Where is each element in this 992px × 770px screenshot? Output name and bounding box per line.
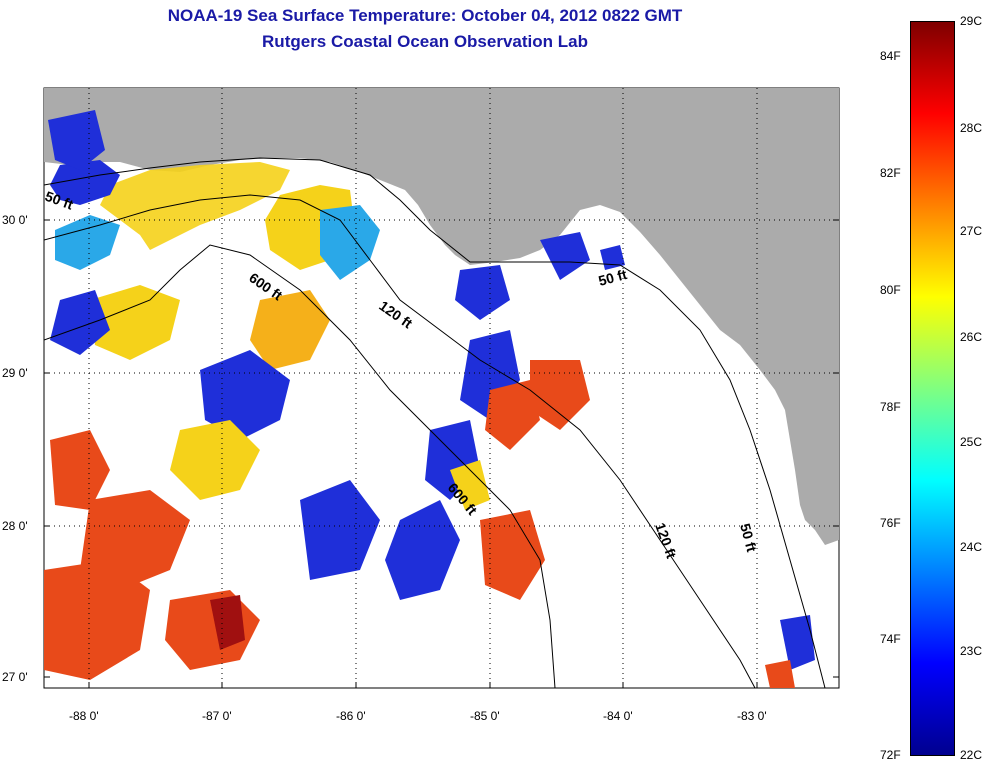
colorbar-c-label: 24C (960, 540, 983, 554)
lon-label: -83 0' (737, 709, 767, 723)
contour-line-120ft (44, 194, 756, 688)
map-subtitle: Rutgers Coastal Ocean Observation Lab (262, 32, 588, 51)
colorbar-f-label: 80F (880, 283, 901, 297)
contour-label: 50 ft (737, 522, 760, 554)
colorbar-f-label: 78F (880, 400, 901, 414)
colorbar-c-label: 25C (960, 435, 983, 449)
lat-label: 29 0' (2, 366, 28, 380)
colorbar-c-label: 28C (960, 121, 983, 135)
colorbar-c-label: 29C (960, 14, 983, 28)
colorbar-f-label: 74F (880, 632, 901, 646)
sst-data-layer (44, 110, 815, 688)
colorbar-f-label: 82F (880, 166, 901, 180)
colorbar-f-label: 84F (880, 49, 901, 63)
lon-label: -88 0' (69, 709, 99, 723)
axis-ticks (44, 219, 839, 688)
map-title: NOAA-19 Sea Surface Temperature: October… (167, 6, 683, 25)
graticule (44, 88, 839, 688)
colorbar-c-label: 23C (960, 644, 983, 658)
colorbar-c-label: 27C (960, 224, 983, 238)
contour-label: 50 ft (597, 266, 629, 289)
lat-label: 27 0' (2, 670, 28, 684)
colorbar-c-label: 22C (960, 748, 983, 762)
lat-label: 30 0' (2, 213, 28, 227)
colorbar-c-label: 26C (960, 330, 983, 344)
colorbar-f-label: 76F (880, 516, 901, 530)
lon-label: -87 0' (202, 709, 232, 723)
sst-map: 50 ft 600 ft 120 ft 50 ft 600 ft 120 ft … (2, 87, 840, 723)
colorbar (910, 21, 955, 756)
land-florida-panhandle (44, 88, 839, 545)
lon-label: -85 0' (470, 709, 500, 723)
lat-label: 28 0' (2, 519, 28, 533)
colorbar-f-label: 72F (880, 748, 901, 762)
lon-label: -84 0' (603, 709, 633, 723)
lon-label: -86 0' (336, 709, 366, 723)
contour-line-600ft (44, 244, 556, 688)
contour-line-50ft (44, 157, 826, 688)
